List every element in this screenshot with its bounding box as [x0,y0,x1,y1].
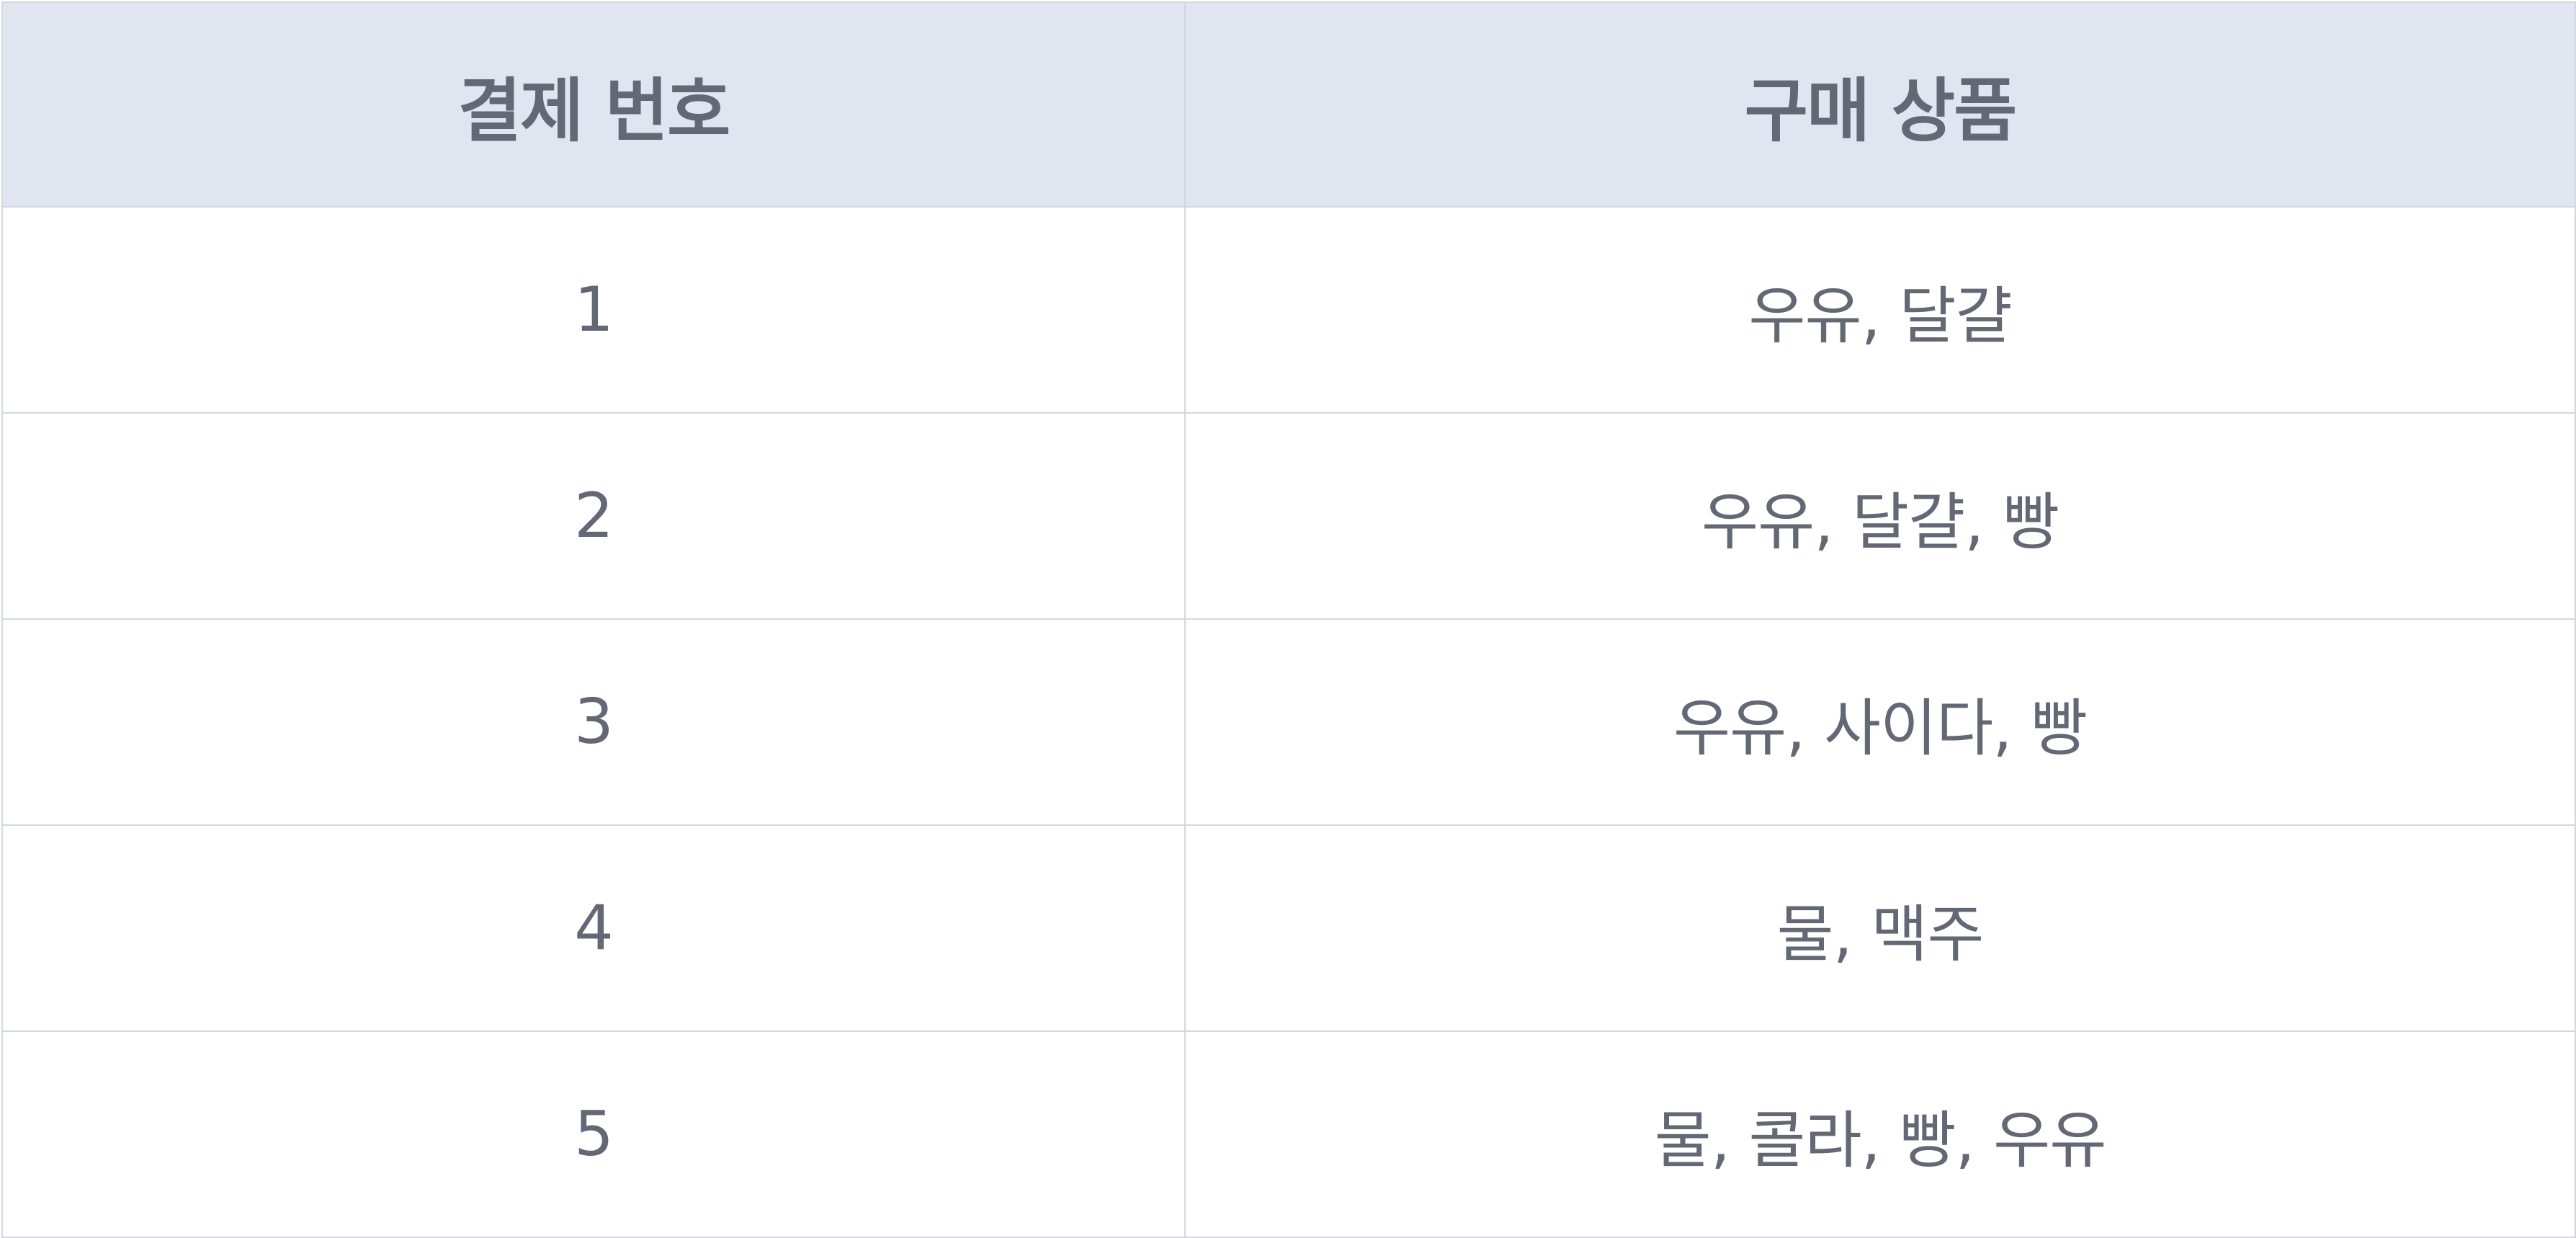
cell-purchased-items: 물, 맥주 [1184,824,2576,1032]
cell-purchased-items: 우유, 달걀 [1184,206,2576,414]
cell-purchased-items: 물, 콜라, 빵, 우유 [1184,1030,2576,1238]
table-row: 3 우유, 사이다, 빵 [1,618,2576,826]
table-row: 5 물, 콜라, 빵, 우유 [1,1030,2576,1238]
cell-transaction-id: 4 [1,824,1186,1032]
table-header-row: 결제 번호 구매 상품 [1,1,2576,208]
table-row: 4 물, 맥주 [1,824,2576,1032]
header-transaction-id: 결제 번호 [1,1,1186,208]
cell-transaction-id: 2 [1,412,1186,620]
cell-purchased-items: 우유, 사이다, 빵 [1184,618,2576,826]
cell-transaction-id: 5 [1,1030,1186,1238]
table-row: 1 우유, 달걀 [1,206,2576,414]
cell-transaction-id: 3 [1,618,1186,826]
header-purchased-items: 구매 상품 [1184,1,2576,208]
table-row: 2 우유, 달걀, 빵 [1,412,2576,620]
cell-purchased-items: 우유, 달걀, 빵 [1184,412,2576,620]
cell-transaction-id: 1 [1,206,1186,414]
